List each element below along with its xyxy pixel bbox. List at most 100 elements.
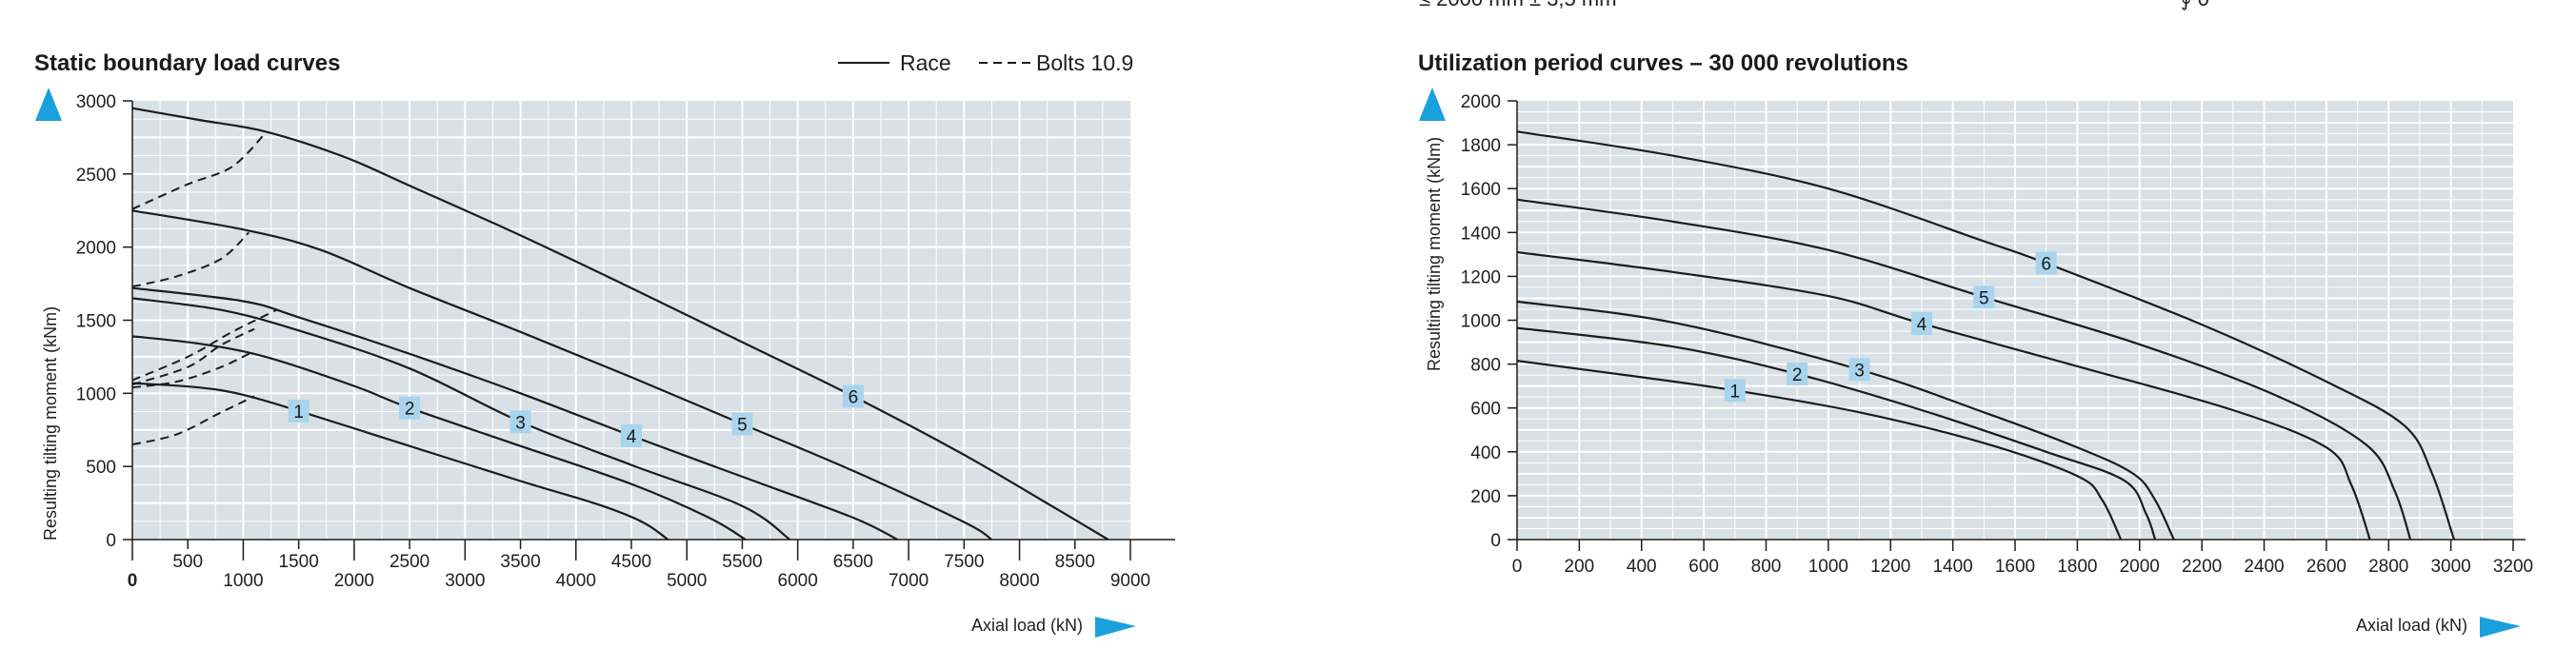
series-5-bolts-line — [131, 231, 250, 288]
y-tick-label: 0 — [1490, 531, 1501, 551]
series-2-label: 2 — [1792, 365, 1803, 385]
x-tick-label: 600 — [1688, 557, 1719, 577]
x-minor-tick-label: 500 — [172, 552, 203, 572]
x-tick-label: 0 — [128, 571, 138, 591]
x-minor-tick-label: 2500 — [389, 552, 429, 572]
y-tick-label: 0 — [106, 531, 116, 551]
legend-label-bolts: Bolts 10.9 — [1036, 50, 1133, 75]
legend-label-race: Race — [900, 50, 951, 75]
x-tick-label: 2000 — [334, 571, 374, 591]
x-tick-label: 0 — [1512, 557, 1523, 577]
y-tick-label: 400 — [1470, 443, 1501, 463]
x-tick-label: 1000 — [1808, 557, 1848, 577]
series-1-line — [131, 382, 669, 541]
series-1-label-box — [1724, 379, 1746, 403]
series-2-bolts-line — [131, 349, 255, 389]
x-tick-label: 2600 — [2306, 557, 2346, 577]
chart-utilization-period: Utilization period curves – 30 000 revol… — [1418, 50, 2533, 638]
x-tick-label: 7000 — [889, 571, 929, 591]
gridlines — [132, 101, 1130, 540]
series-5-line — [131, 209, 993, 541]
series-2-label-box — [399, 396, 421, 420]
series-3-label: 3 — [1854, 361, 1865, 381]
x-minor-tick-label: 7500 — [944, 552, 984, 572]
series-4-line — [131, 286, 898, 541]
series-2-label-box — [1787, 362, 1808, 385]
clipped-header-left: ≤ 2000 mm ± 3,5 mm — [1419, 0, 1617, 11]
x-minor-tick-label: 1500 — [279, 552, 319, 572]
x-tick-label: 2800 — [2368, 557, 2408, 577]
series-1-label: 1 — [1730, 382, 1741, 402]
series-2-line — [131, 335, 747, 541]
x-minor-tick-label: 5500 — [722, 552, 762, 572]
y-axis-label: Resulting tilting moment (kNm) — [1425, 137, 1444, 371]
x-tick-label: 2400 — [2244, 557, 2284, 577]
x-tick-label: 3000 — [2430, 557, 2470, 577]
series-4-bolts-line — [131, 308, 277, 382]
x-tick-label: 2200 — [2182, 557, 2222, 577]
series-5-line — [1516, 198, 2412, 541]
series-4-label-box — [1910, 311, 1932, 335]
x-tick-label: 4000 — [556, 571, 596, 591]
y-tick-label: 200 — [1470, 487, 1501, 507]
series-6-bolts-line — [131, 132, 267, 210]
chart-static-boundary: Static boundary load curves Race Bolts 1… — [34, 50, 1175, 638]
chart-title: Utilization period curves – 30 000 revol… — [1418, 50, 1908, 76]
x-minor-tick-label: 3500 — [500, 552, 540, 572]
y-tick-label: 1000 — [1461, 312, 1501, 332]
x-minor-tick-label: 6500 — [833, 552, 873, 572]
x-minor-tick-label: 4500 — [611, 552, 651, 572]
series-5-label: 5 — [1979, 288, 1989, 308]
series-4-label-box — [621, 423, 642, 447]
y-tick-label: 1200 — [1461, 267, 1501, 287]
series-1-label: 1 — [293, 403, 304, 423]
x-axis-label: Axial load (kN) — [971, 616, 1083, 635]
x-tick-label: 9000 — [1110, 571, 1150, 591]
y-axis-label: Resulting tilting moment (kNm) — [41, 306, 60, 541]
x-tick-label: 200 — [1565, 557, 1595, 577]
legend: Race Bolts 10.9 — [838, 50, 1133, 75]
y-tick-label: 1400 — [1461, 224, 1501, 244]
series-2-label: 2 — [405, 400, 415, 420]
series-5-label: 5 — [737, 416, 748, 436]
series-4-label: 4 — [1917, 315, 1927, 335]
x-tick-label: 1000 — [223, 571, 263, 591]
y-tick-label: 1500 — [76, 312, 116, 332]
y-tick-label: 1000 — [76, 384, 116, 404]
series-4-label: 4 — [627, 427, 637, 447]
x-tick-label: 800 — [1751, 557, 1782, 577]
series-3-line — [1516, 300, 2175, 541]
x-tick-label: 2000 — [2120, 557, 2160, 577]
series-6-line — [1516, 130, 2455, 541]
series-2-line — [1516, 326, 2157, 541]
series-6-label-box — [2035, 251, 2057, 275]
series-6-label: 6 — [849, 387, 859, 407]
y-tick-label: 1800 — [1461, 136, 1501, 156]
x-axis-arrow-icon — [1095, 617, 1136, 638]
x-tick-label: 400 — [1627, 557, 1657, 577]
series-5-label-box — [1973, 285, 1995, 309]
y-tick-label: 600 — [1470, 400, 1501, 420]
series-3-bolts-line — [131, 327, 255, 386]
y-axis-arrow-icon — [35, 88, 62, 121]
y-tick-label: 500 — [86, 458, 116, 478]
y-tick-label: 2000 — [76, 239, 116, 259]
y-tick-label: 1600 — [1461, 180, 1501, 200]
x-axis-arrow-icon — [2480, 617, 2521, 638]
series-6-label: 6 — [2041, 255, 2051, 275]
x-tick-label: 3000 — [445, 571, 485, 591]
y-tick-label: 2000 — [1461, 92, 1501, 112]
x-tick-label: 1800 — [2057, 557, 2097, 577]
x-minor-tick-label: 8500 — [1055, 552, 1095, 572]
x-tick-label: 1400 — [1932, 557, 1972, 577]
series-3-label-box — [509, 410, 531, 434]
series-1-bolts-line — [131, 395, 255, 446]
y-tick-label: 3000 — [76, 92, 116, 112]
x-tick-label: 8000 — [999, 571, 1039, 591]
clipped-header-right: ∮ 0 — [2181, 0, 2209, 11]
y-tick-label: 2500 — [76, 166, 116, 186]
series-1-label-box — [288, 399, 310, 423]
